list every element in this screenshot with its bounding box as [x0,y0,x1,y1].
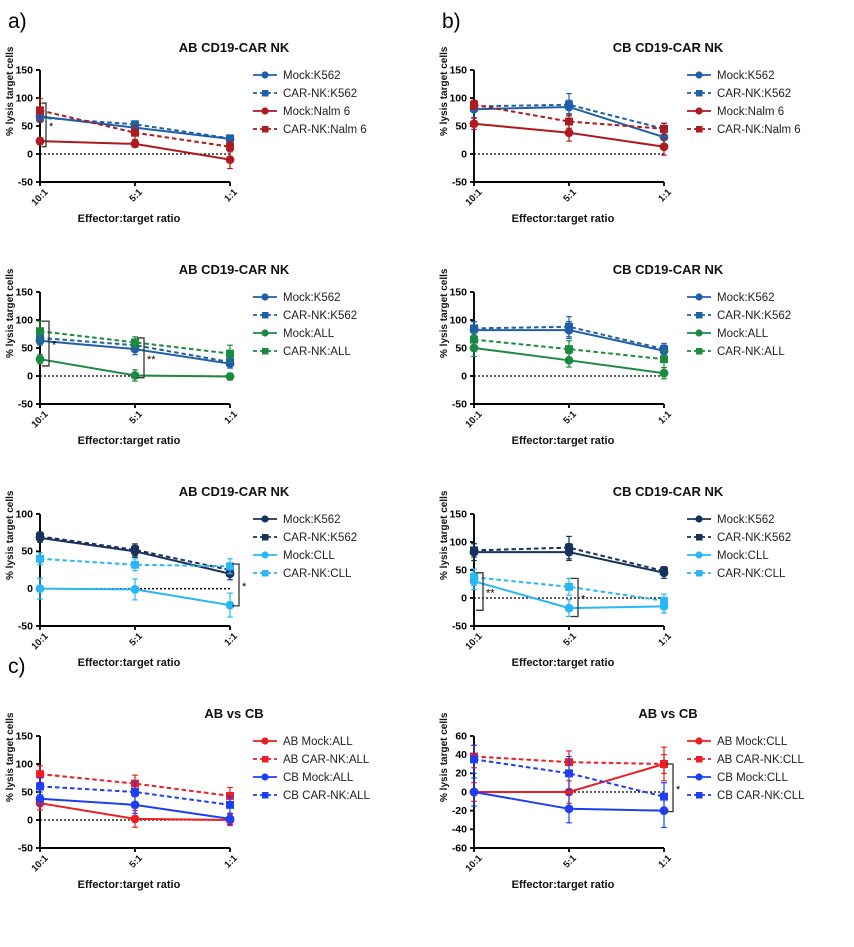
svg-text:CB CAR-NK:CLL: CB CAR-NK:CLL [717,790,805,802]
svg-text:100: 100 [15,758,33,770]
svg-text:0: 0 [461,786,467,798]
svg-text:-20: -20 [452,805,467,817]
svg-text:50: 50 [21,546,33,558]
svg-text:50: 50 [21,342,33,354]
svg-text:100: 100 [449,92,467,104]
svg-text:100: 100 [449,314,467,326]
svg-text:-50: -50 [18,176,33,188]
svg-text:Mock:Nalm 6: Mock:Nalm 6 [717,106,784,118]
svg-text:**: ** [147,354,156,366]
svg-text:40: 40 [455,749,467,761]
svg-text:CAR-NK:ALL: CAR-NK:ALL [717,346,785,358]
svg-text:150: 150 [15,286,33,298]
svg-text:50: 50 [21,786,33,798]
svg-text:50: 50 [455,342,467,354]
svg-text:0: 0 [27,583,33,595]
svg-text:50: 50 [455,564,467,576]
svg-text:0: 0 [461,592,467,604]
svg-text:AB Mock:ALL: AB Mock:ALL [283,736,353,748]
svg-text:CB Mock:CLL: CB Mock:CLL [717,772,789,784]
svg-text:-50: -50 [452,620,467,632]
svg-text:0: 0 [27,148,33,160]
svg-text:CAR-NK:Nalm 6: CAR-NK:Nalm 6 [717,124,801,136]
svg-text:CB Mock:ALL: CB Mock:ALL [283,772,354,784]
svg-text:Mock:K562: Mock:K562 [717,70,775,82]
svg-text:Mock:K562: Mock:K562 [283,292,341,304]
svg-text:CAR-NK:K562: CAR-NK:K562 [283,88,357,100]
svg-text:-50: -50 [18,398,33,410]
svg-text:Mock:K562: Mock:K562 [283,514,341,526]
svg-text:*: * [676,784,681,796]
svg-text:Mock:K562: Mock:K562 [283,70,341,82]
svg-text:100: 100 [15,314,33,326]
svg-text:CAR-NK:K562: CAR-NK:K562 [283,532,357,544]
svg-text:50: 50 [455,120,467,132]
svg-text:0: 0 [27,814,33,826]
svg-text:150: 150 [15,730,33,742]
svg-text:20: 20 [455,768,467,780]
svg-text:CAR-NK:CLL: CAR-NK:CLL [717,568,786,580]
svg-text:-50: -50 [18,620,33,632]
svg-text:50: 50 [21,120,33,132]
svg-text:Mock:CLL: Mock:CLL [717,550,769,562]
svg-text:CAR-NK:Nalm 6: CAR-NK:Nalm 6 [283,124,367,136]
svg-text:0: 0 [27,370,33,382]
svg-text:*: * [52,340,57,352]
svg-text:CAR-NK:ALL: CAR-NK:ALL [283,346,351,358]
svg-text:CAR-NK:K562: CAR-NK:K562 [717,88,791,100]
svg-text:150: 150 [449,64,467,76]
svg-text:100: 100 [15,92,33,104]
svg-text:CAR-NK:CLL: CAR-NK:CLL [283,568,352,580]
svg-text:AB CAR-NK:CLL: AB CAR-NK:CLL [717,754,805,766]
svg-text:*: * [581,593,586,605]
svg-text:AB CAR-NK:ALL: AB CAR-NK:ALL [283,754,370,766]
svg-text:-50: -50 [18,842,33,854]
svg-text:-40: -40 [452,824,467,836]
svg-text:60: 60 [455,730,467,742]
svg-text:Mock:K562: Mock:K562 [717,514,775,526]
svg-text:CB CAR-NK:ALL: CB CAR-NK:ALL [283,790,371,802]
svg-text:Mock:ALL: Mock:ALL [717,328,769,340]
svg-text:-60: -60 [452,842,467,854]
svg-text:150: 150 [449,286,467,298]
svg-text:150: 150 [449,508,467,520]
svg-text:*: * [242,581,247,593]
svg-text:-50: -50 [452,176,467,188]
svg-text:100: 100 [15,508,33,520]
svg-text:**: ** [486,588,495,600]
svg-text:Mock:CLL: Mock:CLL [283,550,335,562]
svg-text:*: * [49,121,54,133]
svg-text:Mock:ALL: Mock:ALL [283,328,335,340]
svg-text:CAR-NK:K562: CAR-NK:K562 [283,310,357,322]
svg-text:150: 150 [15,64,33,76]
svg-text:Mock:K562: Mock:K562 [717,292,775,304]
svg-text:0: 0 [461,370,467,382]
svg-text:0: 0 [461,148,467,160]
svg-text:CAR-NK:K562: CAR-NK:K562 [717,532,791,544]
svg-text:100: 100 [449,536,467,548]
svg-text:-50: -50 [452,398,467,410]
svg-text:AB Mock:CLL: AB Mock:CLL [717,736,788,748]
svg-text:CAR-NK:K562: CAR-NK:K562 [717,310,791,322]
svg-text:Mock:Nalm 6: Mock:Nalm 6 [283,106,350,118]
